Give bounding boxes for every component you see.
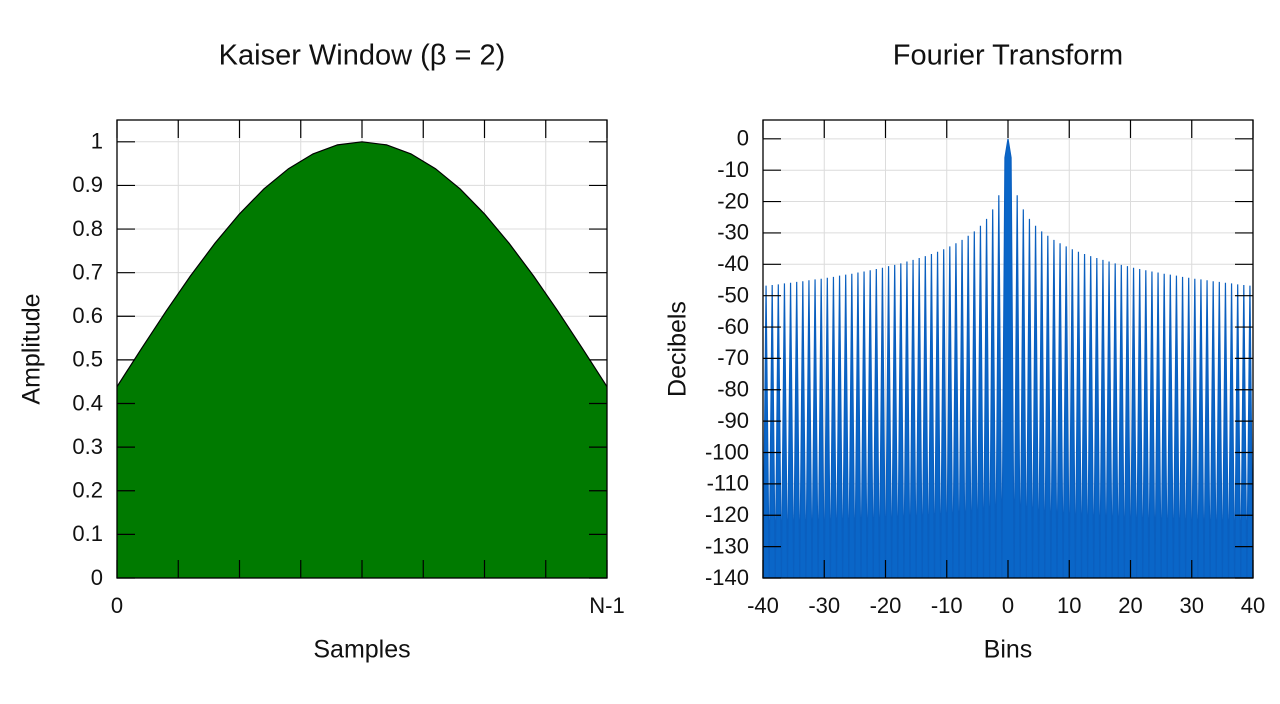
y-tick-label: 0 <box>91 565 103 590</box>
x-tick-label: 20 <box>1118 593 1142 618</box>
y-tick-label: 0.9 <box>72 172 103 197</box>
y-tick-label: 0.5 <box>72 347 103 372</box>
y-tick-label: -60 <box>717 314 749 339</box>
y-tick-label: 0.8 <box>72 216 103 241</box>
y-tick-label: 0 <box>737 126 749 151</box>
y-tick-label: -50 <box>717 282 749 307</box>
x-tick-label: N-1 <box>589 593 624 618</box>
y-tick-label: -100 <box>705 439 749 464</box>
area-line <box>116 141 608 387</box>
y-tick-label: -20 <box>717 188 749 213</box>
chart-title: Kaiser Window (β = 2) <box>219 40 506 72</box>
y-tick-label: 0.3 <box>72 434 103 459</box>
y-tick-label: -30 <box>717 220 749 245</box>
area-line <box>762 138 1254 579</box>
x-axis-label: Samples <box>313 636 410 664</box>
x-tick-label: -40 <box>747 593 779 618</box>
y-tick-label: 0.7 <box>72 259 103 284</box>
x-tick-label: 40 <box>1241 593 1265 618</box>
chart-title: Fourier Transform <box>893 40 1123 72</box>
x-tick-label: -30 <box>808 593 840 618</box>
area-fill <box>117 141 607 578</box>
y-tick-label: -70 <box>717 345 749 370</box>
y-tick-label: -80 <box>717 377 749 402</box>
y-tick-label: -40 <box>717 251 749 276</box>
y-tick-label: 0.4 <box>72 390 103 415</box>
x-tick-label: 0 <box>111 593 123 618</box>
x-tick-label: 30 <box>1180 593 1204 618</box>
y-axis-label: Decibels <box>664 301 692 397</box>
y-tick-label: -90 <box>717 408 749 433</box>
y-tick-label: -10 <box>717 157 749 182</box>
y-tick-label: 1 <box>91 129 103 154</box>
y-tick-label: 0.1 <box>72 521 103 546</box>
y-tick-label: 0.2 <box>72 478 103 503</box>
y-tick-label: 0.6 <box>72 303 103 328</box>
y-tick-label: -110 <box>707 471 749 496</box>
area-fill <box>763 138 1253 578</box>
x-tick-label: -10 <box>931 593 963 618</box>
x-tick-label: -20 <box>870 593 902 618</box>
y-tick-label: -120 <box>705 502 749 527</box>
x-axis-label: Bins <box>984 636 1033 664</box>
x-tick-label: 0 <box>1002 593 1014 618</box>
y-axis-label: Amplitude <box>18 293 46 404</box>
y-tick-label: -130 <box>705 533 749 558</box>
x-tick-label: 10 <box>1057 593 1081 618</box>
y-tick-label: -140 <box>705 565 749 590</box>
